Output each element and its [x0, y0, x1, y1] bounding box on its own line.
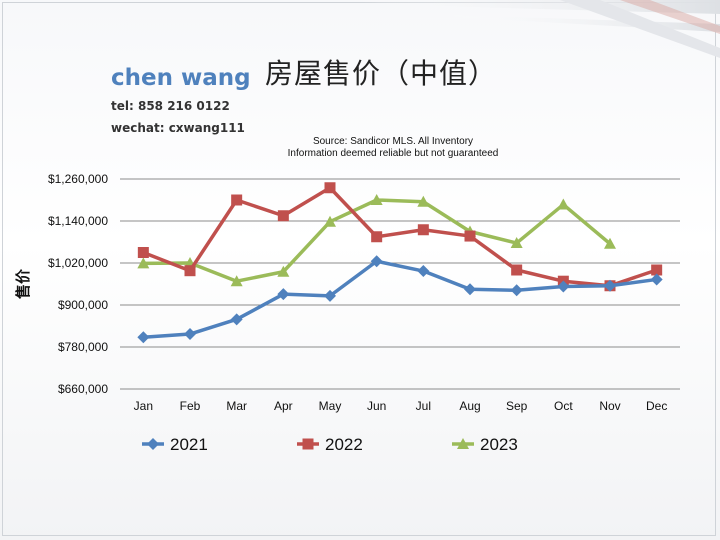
- data-point: [557, 280, 570, 293]
- x-tick-label: Oct: [554, 399, 573, 413]
- x-tick-label: Nov: [599, 399, 620, 413]
- data-point: [604, 237, 616, 249]
- data-point: [184, 265, 196, 277]
- data-point: [510, 284, 523, 297]
- legend-item-2023: 2023: [452, 435, 518, 454]
- source-line-2: Information deemed reliable but not guar…: [288, 148, 499, 159]
- data-point: [137, 257, 150, 269]
- slide-title: 房屋售价（中值）: [265, 57, 498, 90]
- data-point: [417, 224, 429, 236]
- x-tick-label: Dec: [646, 399, 667, 413]
- y-tick-label: $1,260,000: [48, 172, 108, 186]
- data-point: [510, 237, 523, 249]
- legend-label: 2023: [480, 435, 518, 454]
- data-point: [277, 210, 289, 222]
- decorative-stripes: [330, 0, 720, 58]
- data-point: [650, 273, 663, 286]
- data-point: [230, 313, 243, 326]
- legend-marker: [457, 438, 469, 449]
- data-point: [277, 288, 290, 301]
- data-point: [604, 279, 616, 292]
- data-point: [511, 264, 523, 276]
- x-tick-label: Jun: [367, 399, 386, 413]
- y-tick-label: $780,000: [58, 340, 108, 354]
- legend: 2021 2022 2023: [142, 435, 518, 454]
- author-name: chen wang: [111, 65, 251, 91]
- x-tick-label: May: [319, 399, 342, 413]
- data-point: [417, 265, 430, 278]
- y-tick-labels: $660,000 $780,000 $900,000 $1,020,000 $1,140…: [48, 172, 108, 396]
- data-point: [464, 283, 476, 296]
- series-line: [142, 186, 658, 288]
- source-line-1: Source: Sandicor MLS. All Inventory: [313, 136, 473, 147]
- y-tick-label: $1,140,000: [48, 214, 108, 228]
- x-tick-label: Sep: [506, 399, 528, 413]
- series-2023: [137, 194, 616, 287]
- series-2021: [137, 255, 663, 344]
- data-point: [137, 331, 150, 344]
- data-point: [231, 194, 243, 206]
- data-point: [230, 275, 243, 287]
- legend-label: 2022: [325, 435, 363, 454]
- x-tick-label: Jan: [134, 399, 153, 413]
- gridlines: [120, 178, 680, 390]
- data-point: [137, 247, 149, 258]
- x-tick-labels: Jan Feb Mar Apr May Jun Jul Aug Sep Oct Nov Dec: [134, 399, 668, 413]
- data-point: [557, 198, 570, 210]
- legend-marker: [302, 438, 314, 450]
- y-tick-label: $1,020,000: [48, 256, 108, 270]
- data-point: [464, 230, 476, 242]
- data-point: [324, 215, 336, 227]
- y-axis-label: 售价: [14, 268, 32, 299]
- data-point: [370, 255, 383, 268]
- y-tick-label: $660,000: [58, 382, 108, 396]
- contact-wechat: wechat: cxwang111: [111, 121, 245, 135]
- data-point: [184, 328, 196, 341]
- legend-label: 2021: [170, 435, 208, 454]
- x-tick-label: Aug: [459, 399, 480, 413]
- data-point: [417, 195, 430, 207]
- legend-item-2021: 2021: [142, 435, 208, 454]
- legend-item-2022: 2022: [297, 435, 363, 454]
- data-point: [324, 182, 336, 194]
- x-tick-label: Mar: [226, 399, 247, 413]
- data-point: [370, 194, 383, 205]
- x-tick-label: Apr: [274, 399, 293, 413]
- contact-tel: tel: 858 216 0122: [111, 99, 230, 113]
- y-tick-label: $900,000: [58, 298, 108, 312]
- data-point: [651, 264, 663, 276]
- legend-marker: [147, 438, 159, 450]
- data-point: [324, 289, 336, 302]
- data-point: [277, 265, 290, 277]
- x-tick-label: Jul: [416, 399, 431, 413]
- x-tick-label: Feb: [180, 399, 201, 413]
- series-line: [143, 259, 657, 339]
- data-point: [371, 231, 383, 243]
- series-lines: [137, 182, 663, 344]
